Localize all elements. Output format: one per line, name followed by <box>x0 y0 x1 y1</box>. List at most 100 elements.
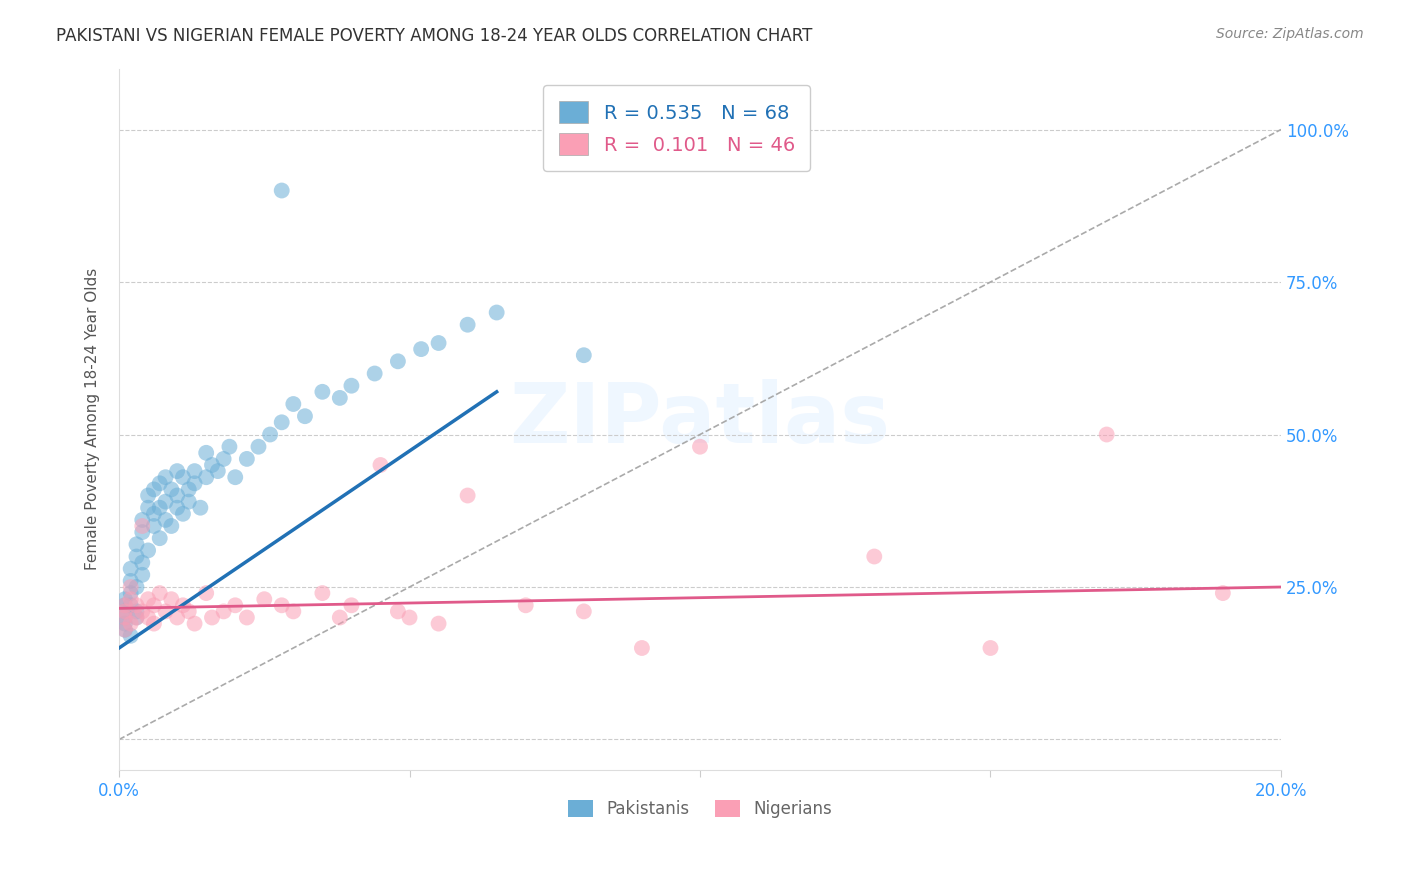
Point <box>120 574 142 588</box>
Point <box>253 592 276 607</box>
Point <box>340 378 363 392</box>
Point <box>218 440 240 454</box>
Point <box>201 610 224 624</box>
Point <box>172 470 194 484</box>
Point <box>411 342 433 356</box>
Point <box>125 580 148 594</box>
Point <box>131 556 153 570</box>
Y-axis label: Female Poverty Among 18-24 Year Olds: Female Poverty Among 18-24 Year Olds <box>86 268 100 570</box>
Point <box>515 599 537 613</box>
Point <box>125 549 148 564</box>
Point <box>166 610 188 624</box>
Point <box>270 184 292 198</box>
Point <box>329 610 352 624</box>
Point <box>166 489 188 503</box>
Point <box>863 549 886 564</box>
Point <box>131 604 153 618</box>
Point <box>195 586 218 600</box>
Point <box>131 513 153 527</box>
Point <box>340 599 363 613</box>
Point <box>114 623 136 637</box>
Point <box>136 610 159 624</box>
Point <box>270 599 292 613</box>
Point <box>166 464 188 478</box>
Point <box>207 464 229 478</box>
Point <box>1212 586 1234 600</box>
Point <box>572 604 595 618</box>
Point <box>485 305 508 319</box>
Point <box>136 489 159 503</box>
Point <box>177 483 200 497</box>
Text: Source: ZipAtlas.com: Source: ZipAtlas.com <box>1216 27 1364 41</box>
Point <box>224 470 246 484</box>
Point <box>114 616 136 631</box>
Point <box>131 525 153 540</box>
Point <box>125 537 148 551</box>
Point <box>224 599 246 613</box>
Point <box>177 494 200 508</box>
Point <box>120 586 142 600</box>
Point <box>142 616 165 631</box>
Point <box>311 384 333 399</box>
Point <box>142 507 165 521</box>
Point <box>149 586 172 600</box>
Legend: Pakistanis, Nigerians: Pakistanis, Nigerians <box>561 793 838 825</box>
Point <box>166 500 188 515</box>
Point <box>259 427 281 442</box>
Point <box>142 483 165 497</box>
Point <box>114 599 136 613</box>
Point <box>120 562 142 576</box>
Point <box>172 507 194 521</box>
Point <box>160 519 183 533</box>
Point <box>387 354 409 368</box>
Point <box>979 640 1001 655</box>
Point <box>183 464 205 478</box>
Point <box>212 604 235 618</box>
Point <box>294 409 316 424</box>
Point <box>329 391 352 405</box>
Point <box>183 476 205 491</box>
Point <box>201 458 224 472</box>
Point <box>427 336 450 351</box>
Point <box>114 610 136 624</box>
Point <box>125 599 148 613</box>
Point <box>195 470 218 484</box>
Point <box>120 629 142 643</box>
Point <box>155 604 177 618</box>
Point <box>363 367 385 381</box>
Point <box>283 397 305 411</box>
Point <box>236 610 259 624</box>
Point <box>136 543 159 558</box>
Point <box>183 616 205 631</box>
Point <box>631 640 654 655</box>
Point <box>114 604 136 618</box>
Point <box>283 604 305 618</box>
Point <box>457 489 479 503</box>
Point <box>572 348 595 362</box>
Point <box>120 599 142 613</box>
Point <box>172 599 194 613</box>
Point <box>270 415 292 429</box>
Point <box>160 483 183 497</box>
Point <box>114 610 136 624</box>
Point <box>689 440 711 454</box>
Point <box>190 500 212 515</box>
Point <box>149 531 172 545</box>
Point <box>160 592 183 607</box>
Point <box>155 513 177 527</box>
Point <box>236 451 259 466</box>
Point <box>149 476 172 491</box>
Text: PAKISTANI VS NIGERIAN FEMALE POVERTY AMONG 18-24 YEAR OLDS CORRELATION CHART: PAKISTANI VS NIGERIAN FEMALE POVERTY AMO… <box>56 27 813 45</box>
Point <box>125 610 148 624</box>
Point <box>155 494 177 508</box>
Point <box>120 592 142 607</box>
Point <box>136 500 159 515</box>
Point <box>247 440 270 454</box>
Point <box>136 592 159 607</box>
Point <box>149 500 172 515</box>
Point <box>370 458 392 472</box>
Point <box>120 616 142 631</box>
Point <box>398 610 420 624</box>
Text: ZIPatlas: ZIPatlas <box>509 379 890 459</box>
Point <box>131 567 153 582</box>
